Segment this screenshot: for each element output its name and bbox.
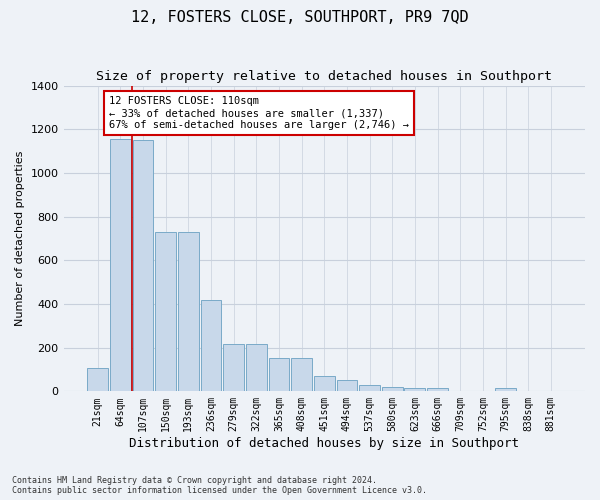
Bar — [133, 140, 154, 392]
Bar — [178, 232, 199, 392]
Text: Contains HM Land Registry data © Crown copyright and database right 2024.
Contai: Contains HM Land Registry data © Crown c… — [12, 476, 427, 495]
Bar — [495, 388, 516, 392]
Bar — [404, 388, 425, 392]
Y-axis label: Number of detached properties: Number of detached properties — [15, 151, 25, 326]
Text: 12, FOSTERS CLOSE, SOUTHPORT, PR9 7QD: 12, FOSTERS CLOSE, SOUTHPORT, PR9 7QD — [131, 10, 469, 25]
Bar — [155, 232, 176, 392]
Bar — [87, 368, 108, 392]
Bar — [223, 344, 244, 392]
X-axis label: Distribution of detached houses by size in Southport: Distribution of detached houses by size … — [129, 437, 519, 450]
Bar — [337, 380, 358, 392]
Bar — [359, 385, 380, 392]
Bar — [246, 344, 267, 392]
Text: 12 FOSTERS CLOSE: 110sqm
← 33% of detached houses are smaller (1,337)
67% of sem: 12 FOSTERS CLOSE: 110sqm ← 33% of detach… — [109, 96, 409, 130]
Bar — [382, 387, 403, 392]
Bar — [269, 358, 289, 392]
Bar — [291, 358, 312, 392]
Bar — [110, 139, 131, 392]
Bar — [427, 388, 448, 392]
Bar — [314, 376, 335, 392]
Bar — [200, 300, 221, 392]
Title: Size of property relative to detached houses in Southport: Size of property relative to detached ho… — [96, 70, 552, 83]
